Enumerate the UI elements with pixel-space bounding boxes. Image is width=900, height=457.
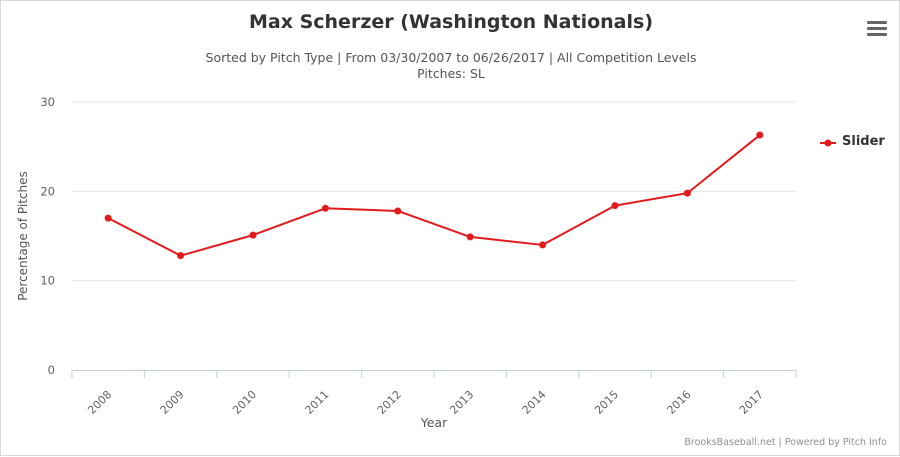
- data-point[interactable]: [611, 202, 619, 210]
- x-tick-label: 2010: [230, 388, 259, 417]
- series-line: [107, 134, 761, 257]
- data-point[interactable]: [321, 204, 329, 212]
- x-tick-label: 2015: [592, 388, 621, 417]
- data-point[interactable]: [539, 241, 547, 249]
- x-tick-label: 2011: [303, 388, 332, 417]
- credits-link[interactable]: BrooksBaseball.net | Powered by Pitch In…: [684, 437, 887, 448]
- grid-lines: [72, 101, 796, 282]
- x-tick-label: 2017: [737, 388, 766, 417]
- y-tick-label: 0: [48, 363, 55, 377]
- hamburger-menu-icon[interactable]: [867, 21, 887, 39]
- y-tick-label: 10: [40, 274, 55, 288]
- data-point[interactable]: [104, 214, 112, 222]
- x-axis: 2008 2009 2010 2011 2012 2013 2014 2015 2016 2017: [71, 370, 797, 417]
- x-tick-label: 2012: [375, 388, 404, 417]
- data-point[interactable]: [177, 252, 185, 260]
- data-point[interactable]: [394, 207, 402, 215]
- y-tick-label: 20: [40, 184, 55, 198]
- y-axis-title: Percentage of Pitches: [16, 171, 30, 301]
- legend-symbol: [820, 139, 836, 147]
- y-axis-ticks: 0 10 20 30: [40, 95, 55, 377]
- chart-subtitle: Sorted by Pitch Type | From 03/30/2007 t…: [205, 50, 697, 65]
- chart-title: Max Scherzer (Washington Nationals): [248, 11, 654, 33]
- series-slider: [104, 131, 764, 260]
- x-axis-title: Year: [420, 415, 448, 430]
- x-tick-label: 2009: [158, 388, 187, 417]
- x-tick-label: 2008: [85, 388, 114, 417]
- data-point[interactable]: [756, 131, 764, 139]
- data-point[interactable]: [466, 233, 474, 241]
- chart-subtitle-pitches: Pitches: SL: [417, 66, 485, 81]
- x-tick-label: 2016: [665, 388, 694, 417]
- data-point[interactable]: [249, 231, 257, 239]
- legend-label: Slider: [842, 134, 885, 149]
- data-point[interactable]: [683, 189, 691, 197]
- y-tick-label: 30: [40, 95, 55, 109]
- x-tick-label: 2013: [447, 388, 476, 417]
- x-tick-label: 2014: [520, 388, 549, 417]
